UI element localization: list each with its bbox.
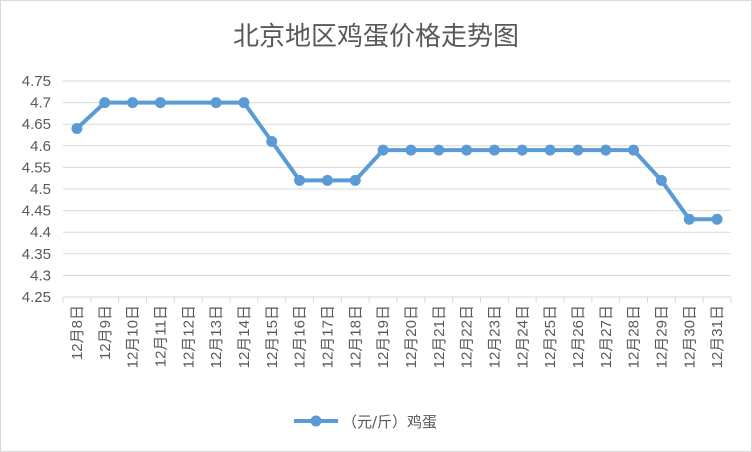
data-point: [377, 144, 389, 156]
y-tick-label: 4.65: [22, 116, 51, 133]
x-tick-label: 12月17日: [319, 305, 336, 368]
legend-label: （元/斤）鸡蛋: [342, 413, 437, 431]
data-point: [238, 97, 250, 109]
y-tick-label: 4.7: [30, 95, 51, 112]
data-point: [683, 213, 695, 225]
data-point: [488, 144, 500, 156]
series-line: [74, 100, 720, 222]
data-point: [349, 174, 361, 186]
x-tick-labels: 12月8日 12月9日 12月10日 12月11日 12月12日 12月13日 12月14日…: [69, 305, 726, 368]
x-tick-label: 12月8日: [69, 305, 86, 360]
x-tick-label: 12月16日: [292, 305, 309, 368]
x-tick-label: 12月23日: [486, 305, 503, 368]
data-point: [544, 144, 556, 156]
data-point: [127, 97, 139, 109]
x-tick-label: 12月13日: [208, 305, 225, 368]
x-tick-label: 12月10日: [125, 305, 142, 368]
legend: （元/斤）鸡蛋: [294, 413, 437, 431]
data-point: [711, 213, 723, 225]
legend-dot-marker: [310, 415, 322, 427]
y-tick-label: 4.75: [22, 73, 51, 90]
y-tick-label: 4.4: [30, 224, 51, 241]
grid-lines: [63, 80, 731, 276]
x-tick-label: 12月14日: [236, 305, 253, 368]
x-tick-label: 12月27日: [598, 305, 615, 368]
x-tick-label: 12月22日: [459, 305, 476, 368]
data-point: [628, 144, 640, 156]
x-tick-label: 12月31日: [709, 305, 726, 368]
data-point: [294, 174, 306, 186]
data-point: [266, 135, 278, 147]
x-tick-label: 12月29日: [653, 305, 670, 368]
x-tick-label: 12月18日: [347, 305, 364, 368]
data-point: [154, 97, 166, 109]
x-tick-label: 12月28日: [626, 305, 643, 368]
data-point: [321, 174, 333, 186]
axes: [62, 296, 732, 303]
data-point: [516, 144, 528, 156]
chart-title: 北京地区鸡蛋价格走势图: [233, 22, 519, 52]
x-tick-label: 12月11日: [152, 305, 169, 367]
x-tick-label: 12月25日: [542, 305, 559, 368]
y-tick-label: 4.6: [30, 138, 51, 155]
x-tick-label: 12月19日: [375, 305, 392, 368]
x-tick-label: 12月20日: [403, 305, 420, 368]
x-tick-label: 12月9日: [97, 305, 114, 360]
x-tick-label: 12月21日: [431, 305, 448, 368]
data-point: [71, 123, 83, 135]
y-tick-label: 4.55: [22, 159, 51, 176]
data-point: [655, 174, 667, 186]
data-point: [461, 144, 473, 156]
y-tick-labels: 4.25 4.3 4.35 4.4 4.45 4.5 4.55 4.6 4.65 4.7 4.75: [22, 73, 51, 306]
x-tick-label: 12月15日: [264, 305, 281, 368]
x-tick-label: 12月30日: [681, 305, 698, 368]
y-tick-label: 4.35: [22, 246, 51, 263]
data-point: [99, 97, 111, 109]
x-tick-label: 12月24日: [514, 305, 531, 368]
y-tick-label: 4.3: [30, 267, 51, 284]
data-point: [600, 144, 612, 156]
series-eggs: [71, 97, 723, 225]
data-point: [433, 144, 445, 156]
x-tick-label: 12月12日: [180, 305, 197, 368]
y-tick-label: 4.25: [22, 289, 51, 306]
data-point: [405, 144, 417, 156]
y-tick-label: 4.5: [30, 181, 51, 198]
y-tick-label: 4.45: [22, 203, 51, 220]
data-point: [210, 97, 222, 109]
data-point: [572, 144, 584, 156]
x-tick-label: 12月26日: [570, 305, 587, 368]
